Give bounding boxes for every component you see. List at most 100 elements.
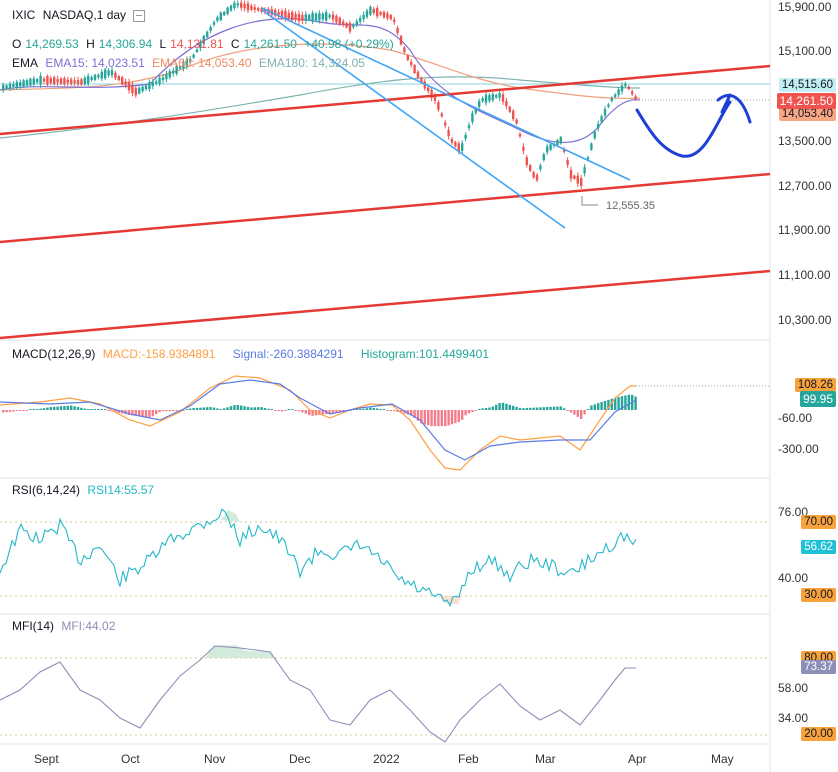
macd-histogram-badge: 99.95 <box>799 391 836 407</box>
candle-body <box>253 7 256 10</box>
macd-histogram-bar <box>583 410 586 415</box>
candle-body <box>529 165 532 171</box>
candle-body <box>107 70 110 76</box>
candle-body <box>308 14 311 21</box>
rsi-oversold-fill <box>438 596 462 604</box>
candle-body <box>624 83 627 87</box>
macd-histogram-bar <box>444 410 447 427</box>
macd-histogram-bar <box>437 410 440 427</box>
candle-body <box>73 80 76 83</box>
collapse-icon[interactable] <box>133 9 146 22</box>
histogram-value: Histogram:101.4499401 <box>360 347 489 361</box>
candle-body <box>280 10 284 18</box>
macd-histogram-bar <box>382 409 386 410</box>
macd-histogram-bar <box>386 410 389 411</box>
macd-histogram-bar <box>593 404 596 410</box>
candle-body <box>427 87 430 92</box>
candle-body <box>444 122 447 126</box>
candle-body <box>403 47 406 53</box>
symbol[interactable]: IXIC <box>12 8 36 22</box>
macd-histogram-bar <box>508 404 511 410</box>
macd-histogram-bar <box>59 406 63 410</box>
macd-line <box>0 375 636 471</box>
macd-histogram-bar <box>39 408 42 410</box>
candle-body <box>634 96 637 100</box>
candle-body <box>542 154 545 161</box>
macd-histogram-bar <box>603 400 607 410</box>
macd-histogram-bar <box>413 410 416 418</box>
trendline-red-upper[interactable] <box>0 64 771 136</box>
candle-body <box>382 11 386 18</box>
channel-line-blue-upper[interactable] <box>261 7 631 181</box>
macd-histogram-bar <box>297 410 301 412</box>
macd-histogram-bar <box>182 410 185 411</box>
drawn-projection-arrow[interactable] <box>635 93 752 158</box>
candle-body <box>376 8 379 17</box>
macd-histogram-bar <box>127 410 131 415</box>
candle-body <box>359 18 362 22</box>
candle-body <box>450 138 454 143</box>
candle-body <box>620 85 624 92</box>
candlestick-series <box>2 0 637 189</box>
time-tick: May <box>711 752 734 766</box>
mfi-value-badge: 73.37 <box>801 660 836 674</box>
macd-badge: 108.26 <box>794 378 836 392</box>
candle-body <box>338 17 341 25</box>
candle-body <box>233 2 236 9</box>
macd-histogram-bar <box>148 410 151 418</box>
time-tick: Mar <box>535 752 556 766</box>
macd-histogram-bar <box>209 407 212 410</box>
macd-histogram-bar <box>87 409 90 410</box>
candle-body <box>369 6 372 15</box>
macd-histogram-bar <box>566 410 569 411</box>
macd-histogram-bar <box>165 410 168 412</box>
macd-histogram-bar <box>29 409 32 410</box>
macd-histogram-bar <box>260 407 263 410</box>
macd-histogram-bar <box>104 409 107 410</box>
candle-body <box>121 77 124 85</box>
candle-body <box>226 7 229 15</box>
candle-body <box>277 12 280 15</box>
candle-body <box>563 149 566 152</box>
trendline-red-middle[interactable] <box>0 172 771 244</box>
candle-body <box>488 95 491 101</box>
macd-histogram-bar <box>559 406 562 410</box>
candle-body <box>301 15 304 21</box>
candle-body <box>39 75 42 85</box>
macd-histogram-bar <box>12 410 15 412</box>
candle-body <box>535 174 539 181</box>
channel-line-blue-lower[interactable] <box>261 9 566 229</box>
candle-body <box>304 14 307 21</box>
macd-histogram-bar <box>321 410 324 415</box>
rsi-overbought-fill <box>221 510 240 522</box>
macd-histogram-bar <box>42 408 46 410</box>
macd-histogram-bar <box>586 409 590 410</box>
candle-body <box>593 131 596 139</box>
candle-body <box>291 12 294 21</box>
candle-body <box>467 125 471 129</box>
candle-body <box>124 81 127 86</box>
macd-histogram-bar <box>15 410 18 412</box>
macd-histogram-bar <box>243 406 246 410</box>
candle-body <box>2 84 5 91</box>
macd-histogram-bar <box>90 409 93 410</box>
candle-body <box>131 84 134 94</box>
macd-histogram-bar <box>365 408 369 410</box>
candle-body <box>342 21 345 25</box>
macd-histogram-bar <box>202 407 205 410</box>
macd-histogram-bar <box>563 408 566 410</box>
macd-histogram-bar <box>573 410 576 415</box>
candle-body <box>297 13 301 22</box>
price-tick: 15,100.00 <box>778 44 832 58</box>
candle-body <box>22 80 25 87</box>
candle-body <box>209 26 212 31</box>
candle-body <box>178 66 182 69</box>
time-tick: Oct <box>121 752 140 766</box>
trendline-red-lower[interactable] <box>0 269 771 340</box>
macd-histogram-bar <box>552 406 556 410</box>
symbol-header[interactable]: IXIC NASDAQ,1 day <box>12 8 149 22</box>
symbol-name-interval[interactable]: NASDAQ,1 day <box>42 8 127 22</box>
candle-body <box>420 78 423 83</box>
candle-body <box>549 144 552 150</box>
